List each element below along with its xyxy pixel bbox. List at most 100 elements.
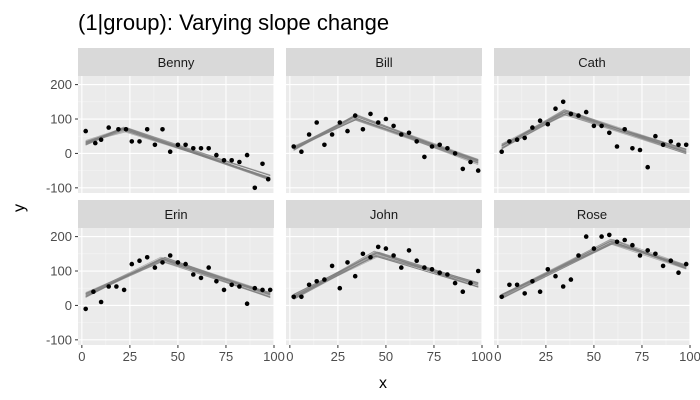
data-point: [160, 127, 165, 132]
data-point: [360, 127, 366, 132]
data-point: [144, 127, 150, 132]
y-tick-label: 100: [50, 112, 72, 127]
data-point: [391, 123, 396, 129]
data-point: [499, 294, 505, 300]
data-point: [352, 273, 358, 279]
data-point: [683, 261, 689, 267]
data-point: [360, 251, 366, 257]
data-point: [576, 113, 581, 118]
data-point: [183, 142, 188, 148]
facet-strip-label: Cath: [578, 55, 605, 70]
facet-panels: Benny Bill Cath Erin John Rose: [78, 48, 691, 345]
data-point: [507, 139, 512, 144]
data-point: [252, 285, 258, 291]
data-points: [83, 125, 271, 191]
data-point: [437, 270, 443, 276]
data-point: [614, 239, 620, 245]
data-point: [299, 294, 304, 300]
x-tick-label: 100: [471, 349, 493, 364]
data-point: [437, 142, 443, 148]
data-point: [545, 267, 551, 272]
data-point: [583, 109, 589, 115]
data-point: [514, 137, 520, 142]
data-point: [368, 111, 373, 117]
data-point: [116, 127, 121, 132]
data-point: [522, 291, 527, 296]
data-point: [221, 158, 227, 163]
facet-strip-label: Benny: [158, 55, 195, 70]
data-point: [137, 258, 142, 264]
data-point: [98, 299, 104, 305]
data-point: [114, 284, 119, 289]
data-point: [468, 159, 473, 165]
facet-strip: [78, 48, 274, 76]
data-point: [445, 146, 450, 151]
data-point: [345, 260, 350, 265]
facet-panel-cath: Cath: [494, 48, 691, 193]
x-tick-label: 75: [427, 349, 441, 364]
data-point: [399, 132, 404, 137]
data-points: [83, 253, 273, 312]
data-point: [676, 270, 681, 276]
data-point: [345, 128, 350, 134]
data-point: [591, 246, 597, 251]
x-tick-label: 25: [331, 349, 345, 364]
data-point: [452, 280, 458, 286]
data-point: [514, 282, 520, 288]
data-point: [260, 161, 265, 167]
data-point: [530, 125, 535, 130]
data-points: [499, 232, 689, 300]
data-point: [260, 287, 265, 293]
data-point: [499, 149, 505, 154]
data-point: [622, 127, 627, 132]
data-point: [206, 265, 211, 270]
x-tick-label: 50: [587, 349, 601, 364]
data-point: [537, 118, 543, 123]
data-point: [244, 301, 250, 307]
facet-strip: [78, 200, 274, 228]
facet-panel-erin: Erin: [78, 200, 275, 345]
data-point: [244, 152, 250, 158]
x-tick-label: 100: [679, 349, 700, 364]
fit-line: [85, 258, 271, 295]
data-point: [98, 137, 104, 142]
data-point: [314, 120, 320, 125]
data-point: [414, 258, 420, 264]
data-point: [553, 273, 558, 279]
x-tick-labels: 0 25 50 75 100 0 25 50 75 100 0 25 50 75 100: [78, 345, 700, 364]
x-tick-label: 25: [539, 349, 553, 364]
data-point: [267, 287, 273, 293]
data-point: [468, 280, 473, 286]
data-point: [568, 111, 574, 117]
facet-strip-label: Bill: [375, 55, 392, 70]
data-point: [306, 282, 312, 288]
facet-strip: [494, 48, 690, 76]
facet-strip-label: John: [370, 207, 398, 222]
fit-line: [501, 112, 687, 151]
data-point: [445, 272, 450, 277]
data-points: [291, 244, 481, 300]
data-point: [91, 289, 96, 295]
data-point: [452, 151, 458, 156]
data-point: [237, 159, 242, 165]
y-tick-label: 200: [50, 77, 72, 92]
data-point: [406, 248, 412, 253]
facet-strip-label: Erin: [164, 207, 187, 222]
data-point: [368, 254, 373, 260]
chart-title: (1|group): Varying slope change: [78, 10, 389, 35]
data-point: [306, 132, 312, 137]
fit-line: [293, 116, 479, 163]
data-point: [229, 282, 234, 288]
x-tick-label: 0: [286, 349, 293, 364]
data-point: [337, 285, 343, 291]
fit-line: [501, 114, 687, 152]
x-tick-label: 25: [123, 349, 137, 364]
data-point: [375, 120, 381, 125]
data-point: [399, 265, 404, 270]
x-tick-label: 75: [219, 349, 233, 364]
fit-line: [293, 255, 479, 298]
data-point: [144, 254, 150, 260]
data-point: [545, 121, 551, 127]
data-point: [167, 253, 173, 258]
data-point: [630, 146, 635, 151]
